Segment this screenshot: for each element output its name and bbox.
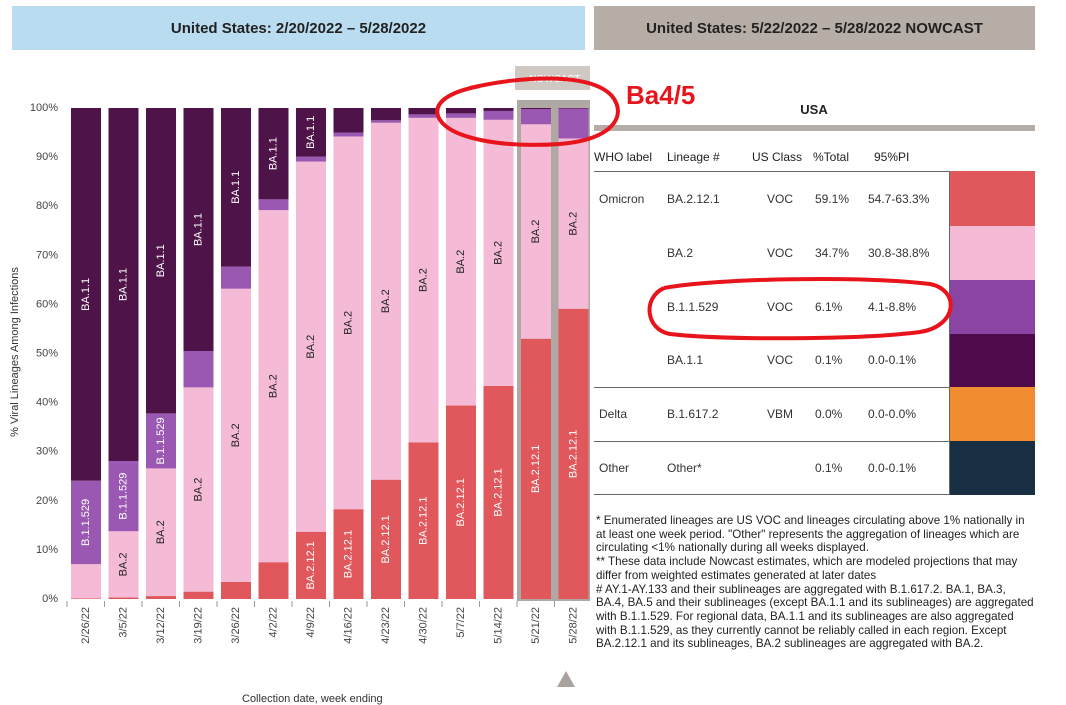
- nowcast-marker-icon: [557, 671, 575, 687]
- footnotes: * Enumerated lineages are US VOC and lin…: [596, 514, 1034, 651]
- footnote: ** These data include Nowcast estimates,…: [596, 555, 1034, 582]
- footnote: # AY.1-AY.133 and their sublineages are …: [596, 583, 1034, 652]
- x-axis-title: Collection date, week ending: [242, 693, 383, 705]
- b11529-row-circle: [650, 279, 951, 338]
- footnote: * Enumerated lineages are US VOC and lin…: [596, 514, 1034, 555]
- ba45-circle: [437, 78, 618, 144]
